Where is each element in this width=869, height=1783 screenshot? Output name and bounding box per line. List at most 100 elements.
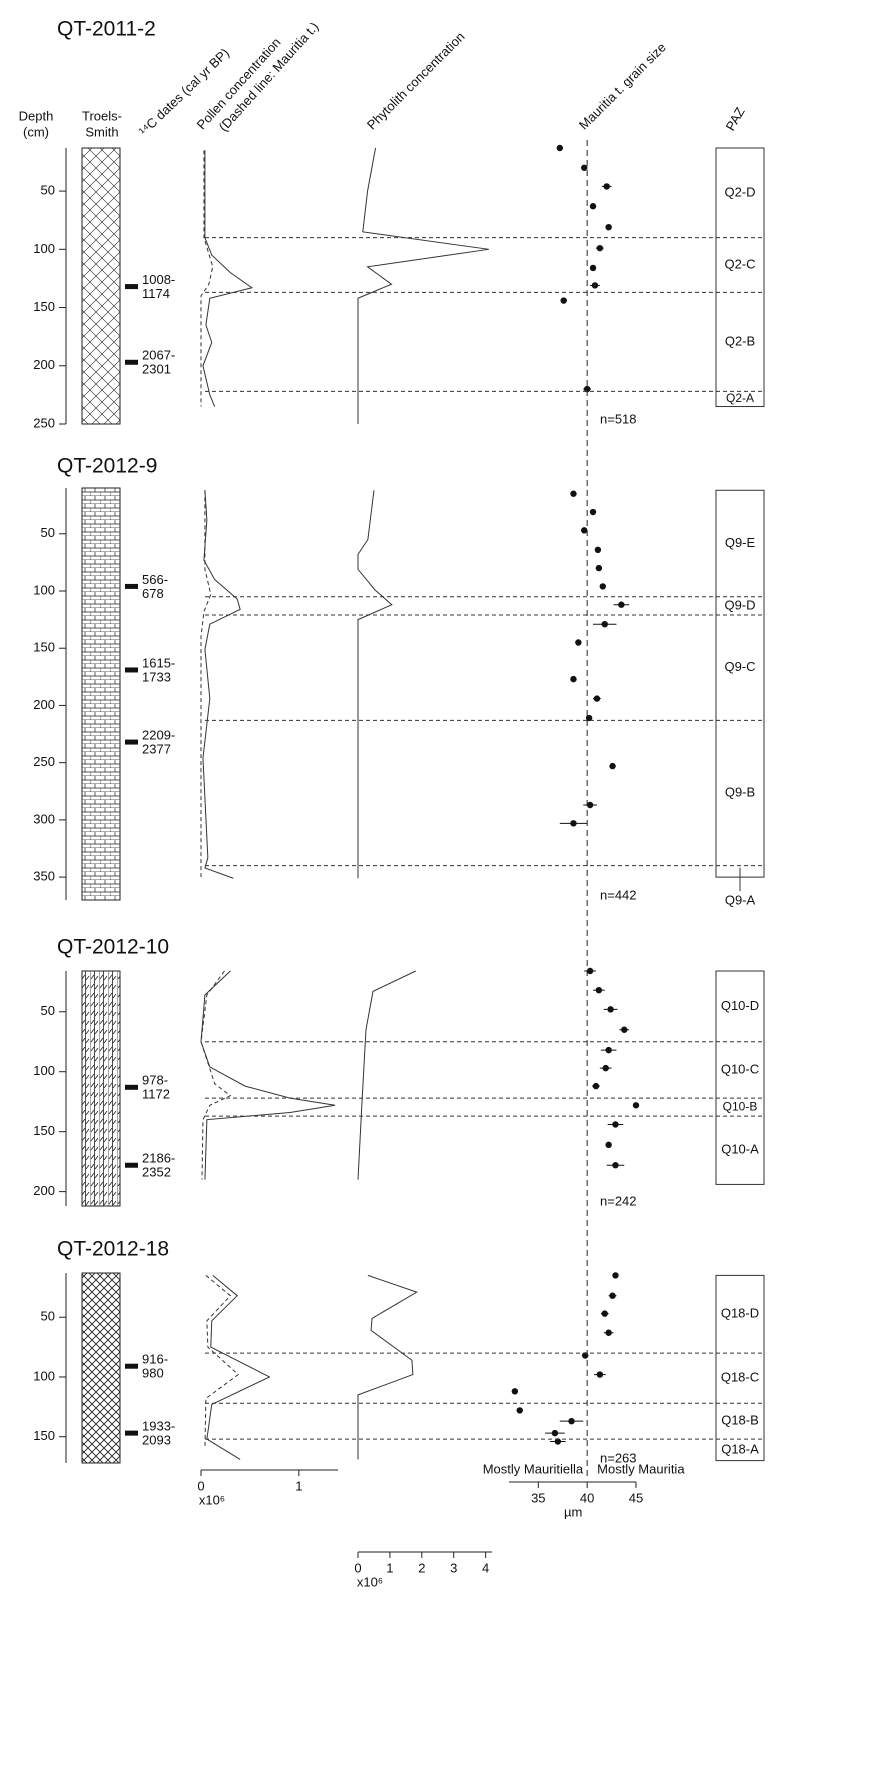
grain-point xyxy=(612,1162,618,1168)
grain-point xyxy=(597,245,603,251)
date-marker xyxy=(125,1364,138,1369)
lithology-column xyxy=(82,1273,120,1463)
grain-point xyxy=(602,1310,608,1316)
zone-label: Q18-C xyxy=(721,1370,759,1385)
grain-point xyxy=(633,1102,639,1108)
x-tick-label: 1 xyxy=(386,1560,393,1575)
y-tick-label: 150 xyxy=(33,299,55,314)
x-tick-label: 4 xyxy=(482,1560,489,1575)
date-label: 2352 xyxy=(142,1165,171,1180)
grain-point xyxy=(590,509,596,515)
y-tick-label: 150 xyxy=(33,640,55,655)
x-tick-label: 40 xyxy=(580,1490,594,1505)
zone-label: Q2-B xyxy=(725,333,755,348)
grain-point xyxy=(594,695,600,701)
x-unit: x10⁶ xyxy=(199,1492,225,1507)
date-marker xyxy=(125,1085,138,1090)
grain-point xyxy=(512,1388,518,1394)
grain-note: Mostly Mauritia xyxy=(597,1461,685,1476)
grain-point xyxy=(605,224,611,230)
grain-point xyxy=(618,602,624,608)
curve xyxy=(358,490,392,878)
grain-point xyxy=(602,621,608,627)
grain-point xyxy=(587,968,593,974)
y-tick-label: 200 xyxy=(33,357,55,372)
y-tick-label: 250 xyxy=(33,754,55,769)
date-label: 1172 xyxy=(142,1087,170,1102)
zone-label: Q18-B xyxy=(721,1413,759,1428)
zone-label: Q2-D xyxy=(724,184,755,199)
grain-point xyxy=(596,987,602,993)
n-label: n=442 xyxy=(600,887,637,902)
lithology-column xyxy=(82,148,120,424)
lithology-column xyxy=(82,971,120,1206)
depth-header: (cm) xyxy=(23,124,49,139)
y-tick-label: 100 xyxy=(33,582,55,597)
x-tick-label: 0 xyxy=(354,1560,361,1575)
grain-point xyxy=(590,265,596,271)
core-title: QT-2011-2 xyxy=(57,18,156,41)
grain-point xyxy=(603,183,609,189)
date-label: 1615- xyxy=(142,655,175,670)
date-marker xyxy=(125,667,138,672)
zone-label: Q2-C xyxy=(724,256,755,271)
grain-point xyxy=(595,547,601,553)
grain-point xyxy=(600,583,606,589)
grain-point xyxy=(612,1121,618,1127)
y-tick-label: 50 xyxy=(41,1309,55,1324)
y-tick-label: 150 xyxy=(33,1428,55,1443)
lithology-column xyxy=(82,488,120,900)
zone-label: Q9-B xyxy=(725,784,755,799)
grain-point xyxy=(592,282,598,288)
x-tick-label: 3 xyxy=(450,1560,457,1575)
date-label: 2209- xyxy=(142,728,175,743)
mauritia-curve xyxy=(201,150,213,406)
grain-point xyxy=(581,165,587,171)
y-tick-label: 200 xyxy=(33,697,55,712)
zone-label: Q9-C xyxy=(724,659,755,674)
zone-label: Q10-C xyxy=(721,1061,759,1076)
date-label: 678 xyxy=(142,586,164,601)
depth-header: Depth xyxy=(19,108,54,123)
n-label: n=518 xyxy=(600,411,637,426)
curve xyxy=(201,971,335,1180)
date-label: 2301 xyxy=(142,362,171,377)
x-unit: x10⁶ xyxy=(357,1574,383,1589)
n-label: n=242 xyxy=(600,1193,637,1208)
grain-point xyxy=(605,1330,611,1336)
core-title: QT-2012-10 xyxy=(57,936,169,959)
date-label: 978- xyxy=(142,1073,168,1088)
curve xyxy=(358,971,416,1180)
date-marker xyxy=(125,1431,138,1436)
date-label: 1733 xyxy=(142,669,171,684)
date-label: 1933- xyxy=(142,1419,175,1434)
grain-point xyxy=(590,203,596,209)
date-label: 2186- xyxy=(142,1151,175,1166)
date-label: 980 xyxy=(142,1366,164,1381)
y-tick-label: 300 xyxy=(33,811,55,826)
x-tick-label: 2 xyxy=(418,1560,425,1575)
zone-label: Q9-E xyxy=(725,535,756,550)
x-tick-label: 35 xyxy=(531,1490,545,1505)
y-tick-label: 50 xyxy=(41,525,55,540)
zone-label: Q9-A xyxy=(725,893,756,908)
core-title: QT-2012-9 xyxy=(57,455,157,478)
date-label: 2067- xyxy=(142,348,175,363)
zone-label: Q10-D xyxy=(721,998,759,1013)
lithology-header: Smith xyxy=(85,124,118,139)
grain-point xyxy=(605,1047,611,1053)
y-tick-label: 200 xyxy=(33,1183,55,1198)
date-marker xyxy=(125,284,138,289)
zone-label: Q18-A xyxy=(721,1441,759,1456)
grain-point xyxy=(568,1418,574,1424)
grain-point xyxy=(593,1083,599,1089)
zone-label: Q18-D xyxy=(721,1306,759,1321)
date-marker xyxy=(125,1163,138,1168)
x-unit: µm xyxy=(564,1504,582,1519)
pollen-header-note: (Dashed line: Mauritia t.) xyxy=(216,19,322,134)
phytolith-header: Phytolith concentration xyxy=(364,29,468,133)
grain-point xyxy=(587,802,593,808)
zone-label: Q10-B xyxy=(723,1099,758,1113)
core-title: QT-2012-18 xyxy=(57,1238,169,1261)
date-marker xyxy=(125,740,138,745)
